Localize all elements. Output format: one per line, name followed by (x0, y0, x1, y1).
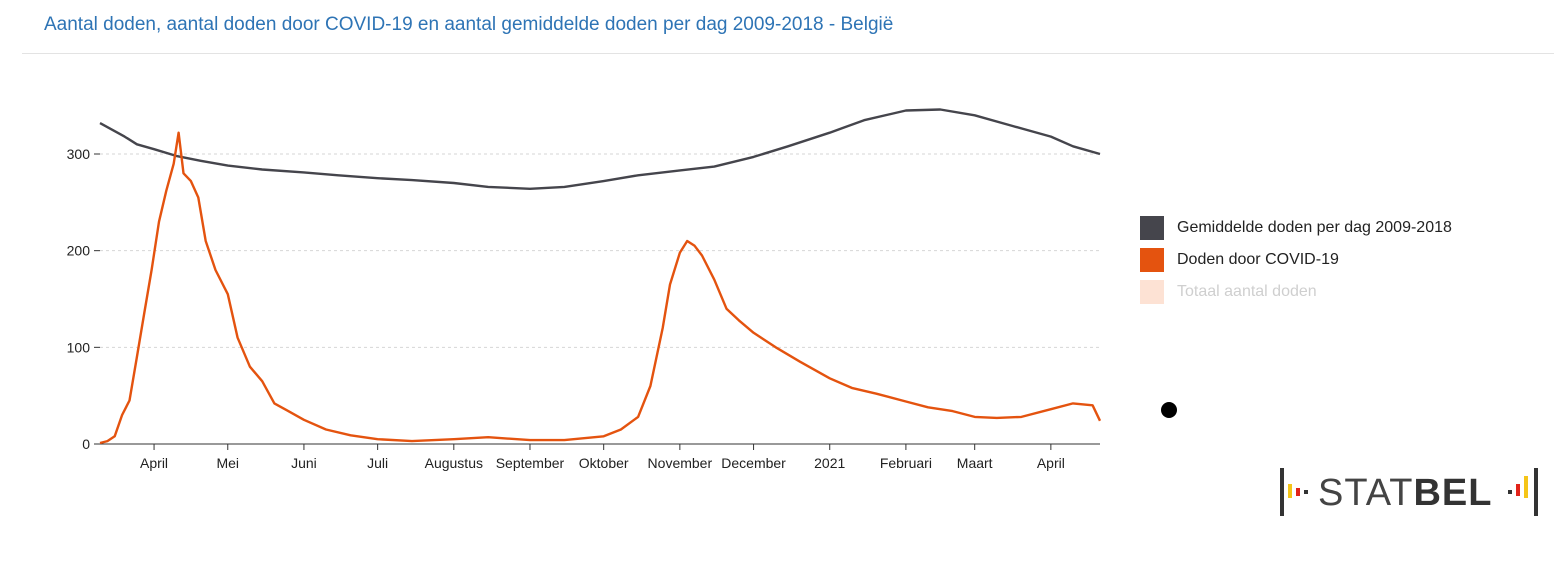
logo-text-bold: BEL (1413, 472, 1493, 514)
y-tick-label: 300 (67, 146, 91, 162)
legend-item-gemiddelde[interactable]: Gemiddelde doden per dag 2009-2018 (1140, 212, 1452, 244)
legend-swatch (1140, 216, 1164, 240)
x-tick-label: Augustus (425, 455, 483, 471)
x-tick-label: Februari (880, 455, 932, 471)
chart-legend: Gemiddelde doden per dag 2009-2018 Doden… (1140, 212, 1452, 308)
x-tick-label: December (721, 455, 786, 471)
x-tick-label: November (648, 455, 713, 471)
statbel-logo: STATBEL (1278, 466, 1543, 518)
legend-swatch (1140, 248, 1164, 272)
legend-label: Doden door COVID-19 (1177, 251, 1339, 268)
logo-bars-left-icon (1280, 468, 1308, 516)
series-line-covid (99, 131, 1102, 445)
legend-swatch (1140, 280, 1164, 304)
series-line-gemiddelde (99, 108, 1101, 191)
y-tick-label: 200 (67, 243, 91, 259)
x-tick-label: April (1037, 455, 1065, 471)
legend-label: Totaal aantal doden (1177, 283, 1317, 300)
x-tick-label: September (496, 455, 565, 471)
marker-dot (1161, 402, 1177, 418)
x-tick-label: Oktober (579, 455, 629, 471)
y-tick-label: 100 (67, 339, 91, 355)
axes: 0 100 200 300 April Mei Juni Juli Augustus Septem… (67, 146, 1100, 471)
x-tick-label: Juni (291, 455, 317, 471)
grid-lines (100, 153, 1100, 348)
logo-bars-right-icon (1508, 468, 1538, 516)
x-tick-label: Maart (957, 455, 993, 471)
chart-title: Aantal doden, aantal doden door COVID-19… (44, 14, 894, 35)
x-tick-label: April (140, 455, 168, 471)
legend-item-covid[interactable]: Doden door COVID-19 (1140, 244, 1452, 276)
x-tick-label: Juli (367, 455, 388, 471)
legend-item-totaal[interactable]: Totaal aantal doden (1140, 276, 1452, 308)
x-tick-label: 2021 (814, 455, 845, 471)
series-lines (99, 108, 1102, 445)
x-tick-label: Mei (216, 455, 239, 471)
logo-text-light: STAT (1318, 472, 1414, 514)
legend-label: Gemiddelde doden per dag 2009-2018 (1177, 219, 1452, 236)
y-tick-label: 0 (82, 436, 90, 452)
title-divider (22, 53, 1554, 54)
logo-text: STATBEL (1318, 471, 1492, 515)
